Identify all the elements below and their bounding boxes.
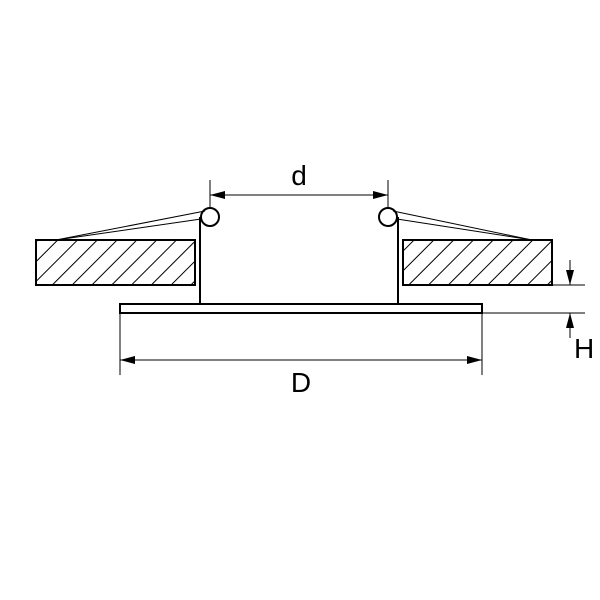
fixture-plate (120, 304, 482, 313)
label-d: d (291, 160, 307, 191)
ceiling-right (403, 240, 552, 285)
spring-hinge-left (201, 208, 219, 226)
cross-section-diagram: d D H (0, 0, 600, 600)
label-H: H (574, 333, 594, 364)
spring-hinge-right (379, 208, 397, 226)
label-D: D (291, 367, 311, 398)
ceiling-left (36, 240, 195, 285)
